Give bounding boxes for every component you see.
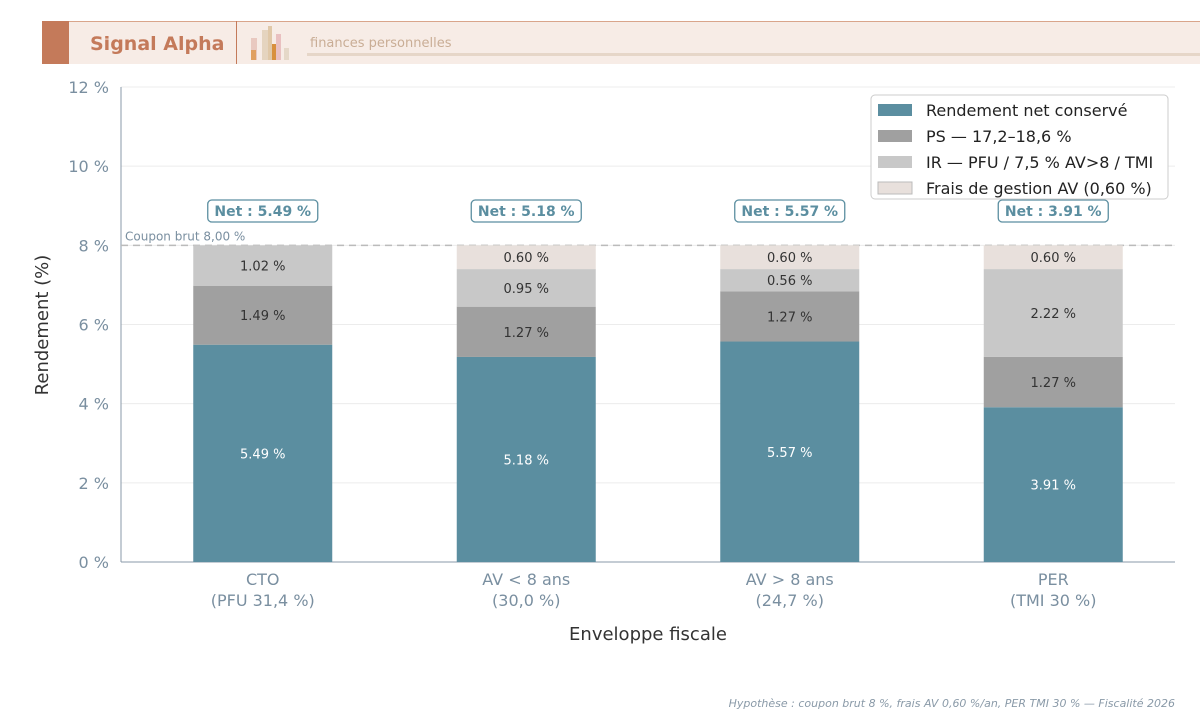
legend-swatch — [878, 156, 912, 168]
y-tick-label: 2 % — [79, 474, 109, 493]
net-label-box — [734, 199, 846, 223]
x-tick-label: AV > 8 ans — [746, 570, 834, 589]
net-label: Net : 5.57 % — [741, 204, 838, 220]
bar-value-label: 5.57 % — [767, 446, 812, 461]
bar-value-label: 1.27 % — [767, 310, 812, 325]
net-label-box — [997, 199, 1109, 223]
y-axis-title: Rendement (%) — [32, 255, 53, 396]
tagline: finances personnelles — [310, 36, 452, 51]
header-border — [42, 21, 1200, 22]
x-tick-label: CTO — [246, 570, 280, 589]
bar-segment — [983, 356, 1123, 408]
y-tick-label: 6 % — [79, 316, 109, 335]
bar-segment — [720, 341, 860, 562]
net-label: Net : 5.18 % — [478, 204, 575, 220]
x-tick-label: (TMI 30 %) — [1010, 591, 1097, 610]
header-divider — [236, 21, 237, 64]
bar-segment — [983, 407, 1123, 562]
logo-bars-icon — [251, 26, 289, 60]
bar-value-label: 0.60 % — [504, 251, 549, 266]
plot-area: 0 % 2 % 4 % 6 % 8 % 10 % 12 % Rendement (%) Enve… — [32, 78, 1175, 645]
legend-label: Rendement net conservé — [926, 101, 1127, 120]
bar-segment — [456, 306, 596, 357]
bar-value-label: 1.02 % — [240, 260, 285, 275]
bar-value-label: 2.22 % — [1031, 307, 1076, 322]
net-label-box — [470, 199, 582, 223]
legend-label: PS — 17,2–18,6 % — [926, 127, 1072, 146]
y-tick-label: 0 % — [79, 553, 109, 572]
legend-swatch — [878, 104, 912, 116]
net-label-box — [207, 199, 319, 223]
bar-value-label: 5.49 % — [240, 447, 285, 462]
bar-value-label: 1.49 % — [240, 309, 285, 324]
bar-value-label: 1.27 % — [504, 326, 549, 341]
header: Signal Alpha finances personnelles — [42, 21, 1200, 64]
legend-label: IR — PFU / 7,5 % AV>8 / TMI — [926, 153, 1153, 172]
bar-segment — [456, 269, 596, 307]
bar-value-label: 5.18 % — [504, 453, 549, 468]
x-tick-label: (PFU 31,4 %) — [211, 591, 315, 610]
bar-segment — [720, 245, 860, 270]
y-tick-label: 10 % — [68, 157, 109, 176]
brand-name: Signal Alpha — [90, 33, 224, 55]
header-bg — [42, 21, 1200, 64]
x-tick-label: AV < 8 ans — [482, 570, 570, 589]
bar-segment — [193, 245, 333, 286]
x-axis-title: Enveloppe fiscale — [569, 624, 727, 645]
legend-swatch — [877, 181, 913, 195]
legend — [870, 94, 1169, 200]
bar-segment — [983, 269, 1123, 357]
bar-segment — [456, 245, 596, 270]
y-tick-label: 8 % — [79, 236, 109, 255]
bar-segment — [983, 245, 1123, 270]
bar-value-label: 0.56 % — [767, 274, 812, 289]
tagline-underline — [307, 53, 1200, 56]
bar-segment — [720, 291, 860, 342]
footer-note: Hypothèse : coupon brut 8 %, frais AV 0,… — [729, 697, 1175, 710]
brand-block — [42, 21, 69, 64]
legend-label: Frais de gestion AV (0,60 %) — [926, 179, 1152, 198]
bar-segment — [193, 344, 333, 562]
net-label: Net : 5.49 % — [214, 204, 311, 220]
reference-line-label: Coupon brut 8,00 % — [125, 229, 245, 243]
bar-value-label: 0.95 % — [504, 282, 549, 297]
bar-value-label: 0.60 % — [767, 251, 812, 266]
net-label: Net : 3.91 % — [1005, 204, 1102, 220]
bar-value-label: 1.27 % — [1031, 376, 1076, 391]
x-tick-label: PER — [1038, 570, 1069, 589]
bar-value-label: 0.60 % — [1031, 251, 1076, 266]
x-tick-label: (30,0 %) — [492, 591, 560, 610]
bar-segment — [193, 285, 333, 345]
y-tick-label: 4 % — [79, 395, 109, 414]
y-tick-label: 12 % — [68, 78, 109, 97]
bar-segment — [720, 269, 860, 292]
x-tick-label: (24,7 %) — [756, 591, 824, 610]
bar-value-label: 3.91 % — [1031, 479, 1076, 494]
legend-swatch — [878, 130, 912, 142]
bar-segment — [456, 356, 596, 562]
